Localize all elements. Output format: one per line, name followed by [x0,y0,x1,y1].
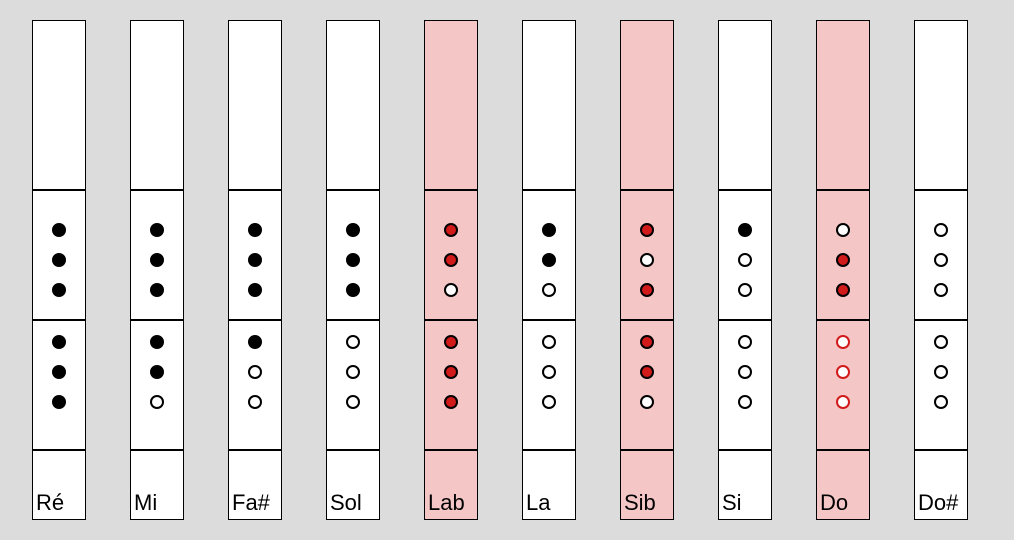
finger-hole [52,335,66,349]
finger-hole [542,365,556,379]
fingering-chart: Ré Mi Fa# Sol Lab La Sib Si Do Do# [0,0,1014,540]
finger-hole [836,395,850,409]
finger-hole [640,335,654,349]
finger-hole [346,335,360,349]
note-label: Si [722,490,742,516]
finger-hole [346,283,360,297]
finger-hole [836,283,850,297]
finger-hole [934,223,948,237]
finger-hole [150,223,164,237]
note-label: Sol [330,490,362,516]
finger-hole [934,253,948,267]
finger-hole [542,395,556,409]
note-column: Ré [32,20,86,520]
finger-hole [346,253,360,267]
column-section-top [914,20,968,190]
note-label: Lab [428,490,465,516]
finger-hole [738,335,752,349]
finger-hole [150,365,164,379]
note-column: Do# [914,20,968,520]
note-label: Fa# [232,490,270,516]
finger-hole [444,395,458,409]
finger-hole [444,365,458,379]
finger-hole [542,223,556,237]
column-section-top [620,20,674,190]
finger-hole [52,283,66,297]
note-column: Sib [620,20,674,520]
finger-hole [150,395,164,409]
finger-hole [934,365,948,379]
column-section-top [326,20,380,190]
finger-hole [836,253,850,267]
note-column: Lab [424,20,478,520]
finger-hole [836,335,850,349]
finger-hole [934,395,948,409]
finger-hole [52,253,66,267]
finger-hole [248,253,262,267]
finger-hole [738,283,752,297]
finger-hole [640,253,654,267]
column-section-top [522,20,576,190]
finger-hole [346,365,360,379]
column-section-top [32,20,86,190]
finger-hole [248,223,262,237]
column-section-top [816,20,870,190]
finger-hole [248,283,262,297]
note-column: Sol [326,20,380,520]
finger-hole [934,335,948,349]
finger-hole [150,335,164,349]
finger-hole [346,395,360,409]
finger-hole [150,283,164,297]
note-label: La [526,490,550,516]
finger-hole [836,365,850,379]
note-column: Do [816,20,870,520]
finger-hole [640,395,654,409]
note-label: Do# [918,490,958,516]
note-label: Mi [134,490,157,516]
column-section-top [228,20,282,190]
finger-hole [444,335,458,349]
finger-hole [640,223,654,237]
finger-hole [52,223,66,237]
finger-hole [542,253,556,267]
finger-hole [640,365,654,379]
finger-hole [836,223,850,237]
note-label: Sib [624,490,656,516]
finger-hole [444,253,458,267]
note-label: Ré [36,490,64,516]
note-column: Si [718,20,772,520]
finger-hole [738,223,752,237]
finger-hole [248,365,262,379]
column-section-top [130,20,184,190]
finger-hole [248,335,262,349]
finger-hole [150,253,164,267]
note-column: La [522,20,576,520]
finger-hole [934,283,948,297]
finger-hole [346,223,360,237]
note-column: Fa# [228,20,282,520]
finger-hole [444,283,458,297]
finger-hole [542,335,556,349]
finger-hole [738,395,752,409]
finger-hole [640,283,654,297]
finger-hole [52,395,66,409]
finger-hole [738,365,752,379]
note-column: Mi [130,20,184,520]
column-section-top [424,20,478,190]
note-label: Do [820,490,848,516]
column-section-top [718,20,772,190]
finger-hole [542,283,556,297]
finger-hole [444,223,458,237]
finger-hole [248,395,262,409]
finger-hole [52,365,66,379]
finger-hole [738,253,752,267]
